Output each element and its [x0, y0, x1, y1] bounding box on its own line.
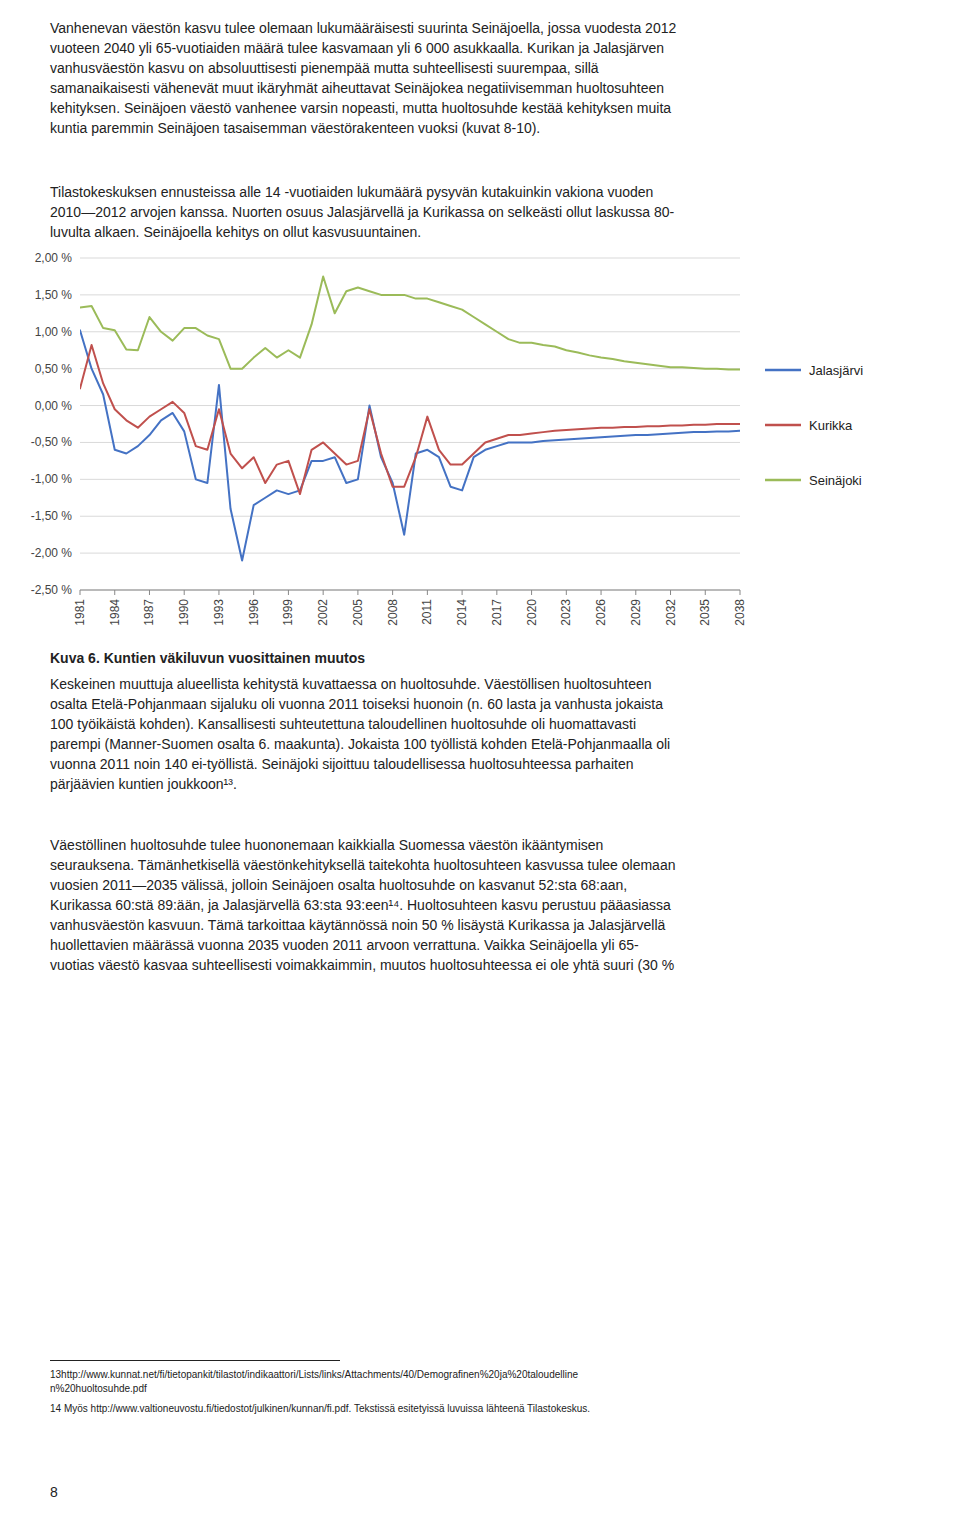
y-tick-label: 0,00 %: [35, 399, 73, 413]
footnote-separator: [50, 1360, 340, 1361]
grid-line: [80, 479, 740, 480]
paragraph: Vanhenevan väestön kasvu tulee olemaan l…: [50, 18, 920, 138]
y-tick-label: -1,00 %: [31, 472, 73, 486]
x-tick: [149, 590, 150, 595]
grid-line: [80, 331, 740, 332]
grid-line: [80, 516, 740, 517]
x-tick: [253, 590, 254, 595]
legend-label: Jalasjärvi: [809, 363, 863, 378]
series-line: [80, 276, 740, 369]
x-tick: [357, 590, 358, 595]
x-axis-line: [80, 590, 740, 591]
x-tick: [80, 590, 81, 595]
grid-line: [80, 553, 740, 554]
y-tick-label: 1,00 %: [35, 325, 73, 339]
x-tick-label: 2017: [490, 599, 504, 626]
footnote: 14 Myös http://www.valtioneuvostu.fi/tie…: [50, 1402, 920, 1416]
x-tick: [288, 590, 289, 595]
x-tick: [601, 590, 602, 595]
x-tick-label: 1987: [142, 599, 156, 626]
y-tick-label: 2,00 %: [35, 251, 73, 265]
x-tick: [635, 590, 636, 595]
x-tick: [114, 590, 115, 595]
y-tick-label: -0,50 %: [31, 435, 73, 449]
grid-line: [80, 294, 740, 295]
x-tick-label: 2029: [629, 599, 643, 626]
x-tick: [392, 590, 393, 595]
x-tick: [531, 590, 532, 595]
legend-swatch: [765, 479, 801, 482]
y-tick-label: -1,50 %: [31, 509, 73, 523]
y-tick-label: -2,50 %: [31, 583, 73, 597]
x-tick-label: 1981: [73, 599, 87, 626]
x-tick-label: 2005: [351, 599, 365, 626]
x-tick: [496, 590, 497, 595]
legend-label: Kurikka: [809, 418, 853, 433]
x-tick: [323, 590, 324, 595]
series-line: [80, 345, 740, 494]
x-tick-label: 1996: [247, 599, 261, 626]
legend-swatch: [765, 424, 801, 427]
paragraph: Väestöllinen huoltosuhde tulee huononema…: [50, 835, 920, 975]
x-tick-label: 1993: [212, 599, 226, 626]
x-tick-label: 1999: [281, 599, 295, 626]
x-tick: [670, 590, 671, 595]
legend-swatch: [765, 369, 801, 372]
footnote: 13http://www.kunnat.net/fi/tietopankit/t…: [50, 1368, 920, 1396]
grid-line: [80, 405, 740, 406]
y-tick-label: 0,50 %: [35, 362, 73, 376]
y-tick-label: -2,00 %: [31, 546, 73, 560]
x-tick-label: 2026: [594, 599, 608, 626]
chart-caption: Kuva 6. Kuntien väkiluvun vuosittainen m…: [50, 648, 920, 668]
x-tick-label: 2011: [420, 599, 434, 625]
x-tick-label: 2002: [316, 599, 330, 626]
x-tick-label: 2038: [733, 599, 747, 626]
y-grid: [80, 258, 740, 590]
paragraph: Keskeinen muuttuja alueellista kehitystä…: [50, 674, 920, 794]
lines: [80, 276, 740, 560]
x-tick-label: 2008: [386, 599, 400, 626]
x-tick-label: 2014: [455, 599, 469, 626]
series-line: [80, 330, 740, 560]
x-tick-label: 2035: [698, 599, 712, 626]
legend-label: Seinäjoki: [809, 473, 862, 488]
x-tick-label: 2032: [664, 599, 678, 626]
x-tick-label: 1990: [177, 599, 191, 626]
paragraph: Tilastokeskuksen ennusteissa alle 14 -vu…: [50, 182, 920, 242]
legend: Jalasjärvi Kurikka Seinäjoki: [765, 363, 863, 488]
x-tick: [218, 590, 219, 595]
y-tick-label: 1,50 %: [35, 288, 73, 302]
chart: -2,50 % -2,00 % -1,50 % -1,00 % -0,50 % 0,00 …: [0, 250, 960, 642]
x-tick: [184, 590, 185, 595]
x-tick: [740, 590, 741, 595]
x-tick-label: 2020: [525, 599, 539, 626]
x-tick: [705, 590, 706, 595]
x-tick: [462, 590, 463, 595]
grid-line: [80, 590, 740, 591]
grid-line: [80, 258, 740, 259]
grid-line: [80, 368, 740, 369]
x-tick: [566, 590, 567, 595]
grid-line: [80, 442, 740, 443]
x-tick-label: 1984: [108, 599, 122, 626]
x-tick: [427, 590, 428, 595]
page-number: 8: [50, 1482, 920, 1502]
x-tick-label: 2023: [559, 599, 573, 626]
